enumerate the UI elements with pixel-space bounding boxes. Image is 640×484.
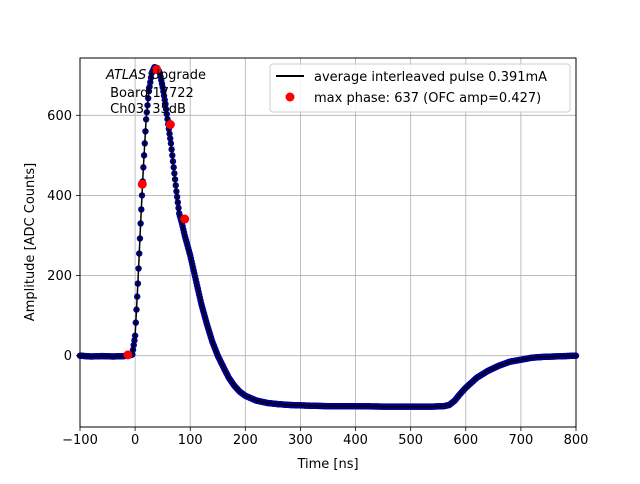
annotation-line-2: Board 17722 <box>106 86 194 101</box>
max-phase-point <box>165 120 175 130</box>
max-phase-point <box>152 65 162 75</box>
max-phase-point <box>123 350 133 360</box>
x-tick-label: 700 <box>508 433 533 448</box>
annotation-italic: ATLAS <box>105 68 146 83</box>
y-tick-label: 0 <box>64 349 72 364</box>
x-axis: −100 0 100 200 300 400 500 600 700 800 <box>62 427 588 448</box>
x-tick-label: 600 <box>453 433 478 448</box>
y-tick-label: 600 <box>47 109 72 124</box>
max-phase-point <box>180 214 190 224</box>
pulse-line <box>79 66 577 408</box>
annotation-upright: Upgrade <box>146 68 206 83</box>
max-phase-point <box>137 179 147 189</box>
x-tick-label: 100 <box>178 433 203 448</box>
x-tick-label: 200 <box>233 433 258 448</box>
plot-area <box>76 64 580 410</box>
annotation-line-3: Ch03, 35dB <box>106 102 186 117</box>
atlas-annotation: ATLAS Upgrade Board 17722 Ch03, 35dB <box>105 68 206 117</box>
x-tick-label: 500 <box>398 433 423 448</box>
legend-label-pulse: average interleaved pulse 0.391mA <box>314 70 547 85</box>
y-tick-label: 400 <box>47 189 72 204</box>
plot-frame <box>79 57 577 428</box>
y-axis: 0 200 400 600 <box>47 109 80 364</box>
y-axis-label: Amplitude [ADC Counts] <box>23 163 38 321</box>
annotation-line-1: ATLAS Upgrade <box>105 68 206 83</box>
legend-label-maxphase: max phase: 637 (OFC amp=0.427) <box>314 91 541 106</box>
x-tick-label: 400 <box>343 433 368 448</box>
y-tick-label: 200 <box>47 269 72 284</box>
legend-box <box>269 63 571 113</box>
x-axis-label: Time [ns] <box>296 457 358 472</box>
x-tick-label: 800 <box>564 433 589 448</box>
x-tick-label: 300 <box>288 433 313 448</box>
x-tick-label: 0 <box>131 433 139 448</box>
legend-point-swatch <box>285 92 295 102</box>
legend: average interleaved pulse 0.391mA max ph… <box>269 63 571 113</box>
x-tick-label: −100 <box>62 433 98 448</box>
